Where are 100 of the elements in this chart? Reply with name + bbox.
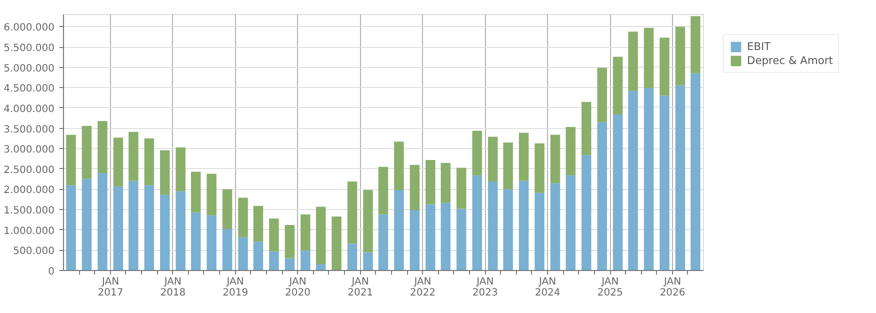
bar [410, 164, 420, 210]
x-tick-label: JAN 2020 [285, 276, 310, 298]
bar [612, 114, 623, 270]
bar [534, 143, 544, 193]
bar [284, 258, 295, 270]
bar [300, 214, 310, 251]
bar [190, 172, 201, 212]
bar [488, 136, 498, 182]
bar [426, 160, 436, 204]
bar [503, 189, 513, 270]
y-tick-label: 0 [48, 266, 55, 278]
bar [582, 102, 592, 156]
bar [98, 120, 108, 173]
bar [66, 134, 76, 186]
bar [660, 96, 670, 270]
bar [316, 264, 326, 270]
bar [612, 56, 623, 114]
y-tick-label: 500.000 [13, 246, 55, 258]
bar [456, 168, 466, 209]
bar [394, 142, 404, 190]
bar [332, 216, 342, 270]
bar [472, 175, 482, 270]
bar [440, 162, 451, 203]
bar [222, 229, 232, 270]
bar [675, 26, 686, 86]
bar [176, 147, 186, 192]
bar [160, 194, 170, 270]
bar [456, 208, 466, 270]
bar [550, 183, 560, 270]
bar [347, 182, 358, 244]
bar [144, 138, 154, 186]
bar [190, 212, 201, 270]
x-tick-label: JAN 2022 [410, 276, 436, 298]
bar [597, 122, 607, 270]
x-tick-label: JAN 2024 [534, 276, 560, 298]
bar [426, 204, 436, 270]
bar [644, 28, 654, 88]
bar [284, 224, 295, 258]
bar [503, 142, 513, 190]
legend-label: Deprec & Amort [747, 54, 833, 67]
bar [347, 244, 358, 270]
bar [206, 215, 216, 270]
bar [238, 237, 248, 270]
bar [378, 166, 388, 214]
bar [518, 180, 529, 270]
bar [378, 214, 388, 270]
y-tick-label: 1.000.000 [4, 226, 55, 237]
bar [82, 126, 92, 179]
x-tick-label: JAN 2021 [348, 276, 374, 298]
bar [566, 175, 576, 270]
bar [410, 210, 420, 270]
bar [66, 185, 76, 270]
bar [394, 190, 404, 270]
bar [582, 155, 592, 270]
y-tick-label: 6.000.000 [4, 22, 55, 34]
bar [238, 198, 248, 238]
y-tick-label: 3.000.000 [4, 144, 55, 156]
bar [440, 202, 451, 270]
y-tick-label: 3.500.000 [4, 124, 55, 136]
bar [566, 127, 576, 176]
bar [206, 174, 216, 216]
bar [488, 182, 498, 270]
bar [363, 252, 373, 270]
bar [82, 178, 92, 270]
y-tick-label: 1.500.000 [4, 206, 55, 217]
bar [176, 191, 186, 270]
x-tick-label: JAN 2017 [98, 276, 124, 298]
bar [316, 206, 326, 264]
bar [660, 38, 670, 96]
bar [675, 85, 686, 270]
x-tick-label: JAN 2026 [660, 276, 686, 298]
y-tick-label: 5.000.000 [4, 63, 55, 74]
y-tick-label: 2.000.000 [4, 185, 55, 196]
bar [253, 242, 264, 270]
bar [628, 90, 638, 270]
bar [222, 189, 232, 230]
bar [690, 16, 700, 74]
y-tick-label: 5.500.000 [4, 43, 55, 54]
y-tick-label: 2.500.000 [4, 164, 55, 176]
x-tick-label: JAN 2018 [160, 276, 186, 298]
bar [644, 88, 654, 270]
y-tick-label: 4.000.000 [4, 104, 55, 115]
bar [253, 206, 264, 242]
bar [160, 150, 170, 195]
bar [518, 132, 529, 181]
bar [269, 218, 279, 252]
bar [128, 132, 138, 181]
x-tick-label: JAN 2023 [472, 276, 498, 298]
y-tick-label: 4.500.000 [4, 84, 55, 95]
bar [534, 192, 544, 270]
bar [363, 190, 373, 252]
bar [472, 130, 482, 176]
bar [597, 68, 607, 122]
bar [113, 138, 124, 186]
legend-label: EBIT [747, 40, 771, 53]
bar [300, 250, 310, 270]
bar [550, 134, 560, 184]
bar [628, 32, 638, 91]
x-tick-label: JAN 2019 [222, 276, 248, 298]
x-tick-label: JAN 2025 [597, 276, 623, 298]
